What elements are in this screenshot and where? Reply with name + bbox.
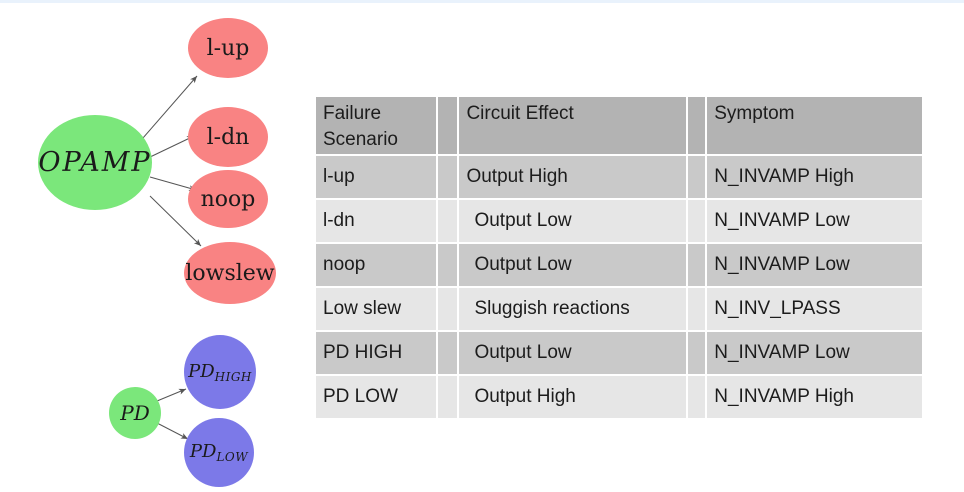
table-row-pdlow: PD LOW Output High N_INVAMP High <box>316 376 922 419</box>
node-opamp-root: OPAMP <box>38 115 152 210</box>
cell-gap <box>438 200 458 243</box>
cell-effect: Output Low <box>459 244 687 287</box>
header-gap-2 <box>688 97 706 155</box>
node-lowslew-label: lowslew <box>185 260 275 286</box>
table-row-noop: noop Output Low N_INVAMP Low <box>316 244 922 287</box>
table-row-ldn: l-dn Output Low N_INVAMP Low <box>316 200 922 243</box>
node-pdhigh-subscript: HIGH <box>214 369 252 384</box>
node-ldn-label: l-dn <box>206 124 250 150</box>
cell-symptom: N_INVAMP High <box>707 156 922 199</box>
cell-gap <box>688 200 706 243</box>
cell-effect: Output High <box>459 376 687 419</box>
node-pd-root: PD <box>109 387 161 439</box>
header-gap-1 <box>438 97 458 155</box>
cell-gap <box>688 244 706 287</box>
cell-scenario: PD HIGH <box>316 332 437 375</box>
node-pdhigh-label: PDHIGH <box>188 360 252 384</box>
cell-scenario: PD LOW <box>316 376 437 419</box>
table-header-row: Failure Scenario Circuit Effect Symptom <box>316 97 922 155</box>
failure-scenario-table: Failure Scenario Circuit Effect Symptom … <box>314 95 924 420</box>
cell-gap <box>688 332 706 375</box>
cell-gap <box>438 376 458 419</box>
cell-effect: Sluggish reactions <box>459 288 687 331</box>
node-fault-lup: l-up <box>188 18 268 78</box>
cell-scenario: l-dn <box>316 200 437 243</box>
cell-scenario: Low slew <box>316 288 437 331</box>
cell-effect: Output Low <box>459 200 687 243</box>
top-edge-bar <box>0 0 964 3</box>
node-fault-pd-high: PDHIGH <box>184 335 256 409</box>
cell-gap <box>438 332 458 375</box>
header-failure-scenario: Failure Scenario <box>316 97 437 155</box>
cell-gap <box>688 376 706 419</box>
arrow-opamp-to-ldn <box>147 135 195 159</box>
arrow-pd-to-pdlow <box>156 422 189 440</box>
arrow-pd-to-pdhigh <box>156 388 187 402</box>
node-fault-pd-low: PDLOW <box>184 418 254 487</box>
cell-symptom: N_INV_LPASS <box>707 288 922 331</box>
cell-symptom: N_INVAMP Low <box>707 200 922 243</box>
arrow-opamp-to-noop <box>149 176 197 191</box>
node-fault-lowslew: lowslew <box>184 242 276 304</box>
node-lup-label: l-up <box>206 35 250 61</box>
table-row-lup: l-up Output High N_INVAMP High <box>316 156 922 199</box>
cell-gap <box>438 288 458 331</box>
cell-scenario: noop <box>316 244 437 287</box>
node-opamp-label: OPAMP <box>38 147 152 178</box>
cell-effect: Output High <box>459 156 687 199</box>
cell-gap <box>438 244 458 287</box>
cell-symptom: N_INVAMP High <box>707 376 922 419</box>
node-fault-ldn: l-dn <box>188 107 268 167</box>
cell-scenario: l-up <box>316 156 437 199</box>
table-row-pdhigh: PD HIGH Output Low N_INVAMP Low <box>316 332 922 375</box>
table-row-lowslew: Low slew Sluggish reactions N_INV_LPASS <box>316 288 922 331</box>
node-fault-noop: noop <box>188 170 268 228</box>
cell-gap <box>688 156 706 199</box>
node-pdlow-label: PDLOW <box>189 441 249 464</box>
cell-symptom: N_INVAMP Low <box>707 332 922 375</box>
node-noop-label: noop <box>200 186 256 212</box>
header-symptom: Symptom <box>707 97 922 155</box>
node-pdlow-subscript: LOW <box>216 450 249 464</box>
node-pd-label: PD <box>120 401 150 425</box>
header-circuit-effect: Circuit Effect <box>459 97 687 155</box>
cell-gap <box>688 288 706 331</box>
cell-gap <box>438 156 458 199</box>
cell-symptom: N_INVAMP Low <box>707 244 922 287</box>
cell-effect: Output Low <box>459 332 687 375</box>
